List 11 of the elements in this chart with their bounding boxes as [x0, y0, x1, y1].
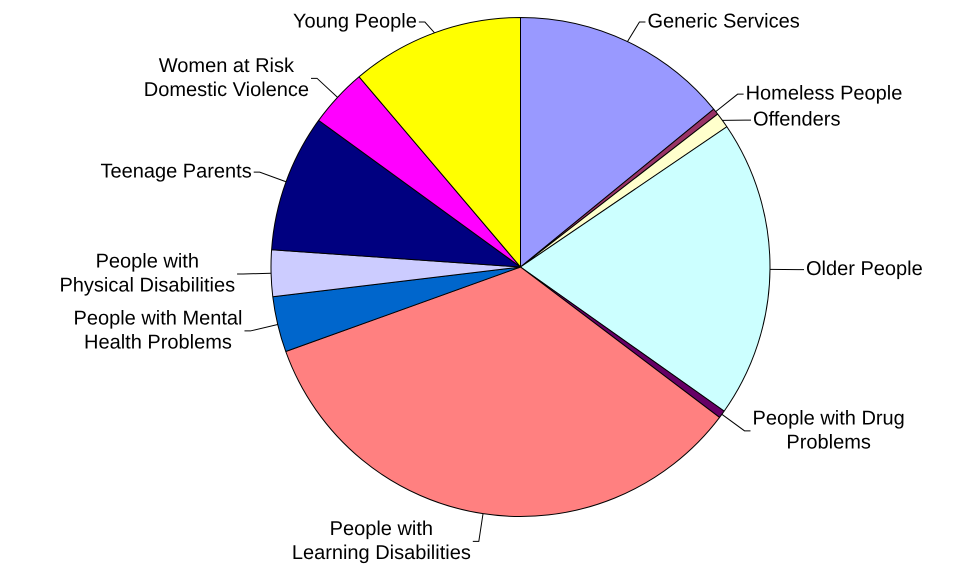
- slice-label: People with Learning Disabilities: [292, 518, 471, 564]
- slice-label: People with Mental Health Problems: [73, 307, 242, 354]
- slice-label: Women at Risk Domestic Violence: [144, 54, 310, 101]
- slice-label: Teenage Parents: [100, 160, 252, 183]
- slice-label: Homeless People: [746, 82, 902, 105]
- slice-label: People with Drug Problems: [752, 407, 905, 454]
- slice-label: People with Physical Disabilities: [59, 250, 236, 296]
- slice-label: Generic Services: [647, 10, 800, 33]
- slice-label: Older People: [806, 258, 923, 280]
- slice-label: Young People: [293, 10, 417, 33]
- slice-label: Offenders: [753, 108, 840, 131]
